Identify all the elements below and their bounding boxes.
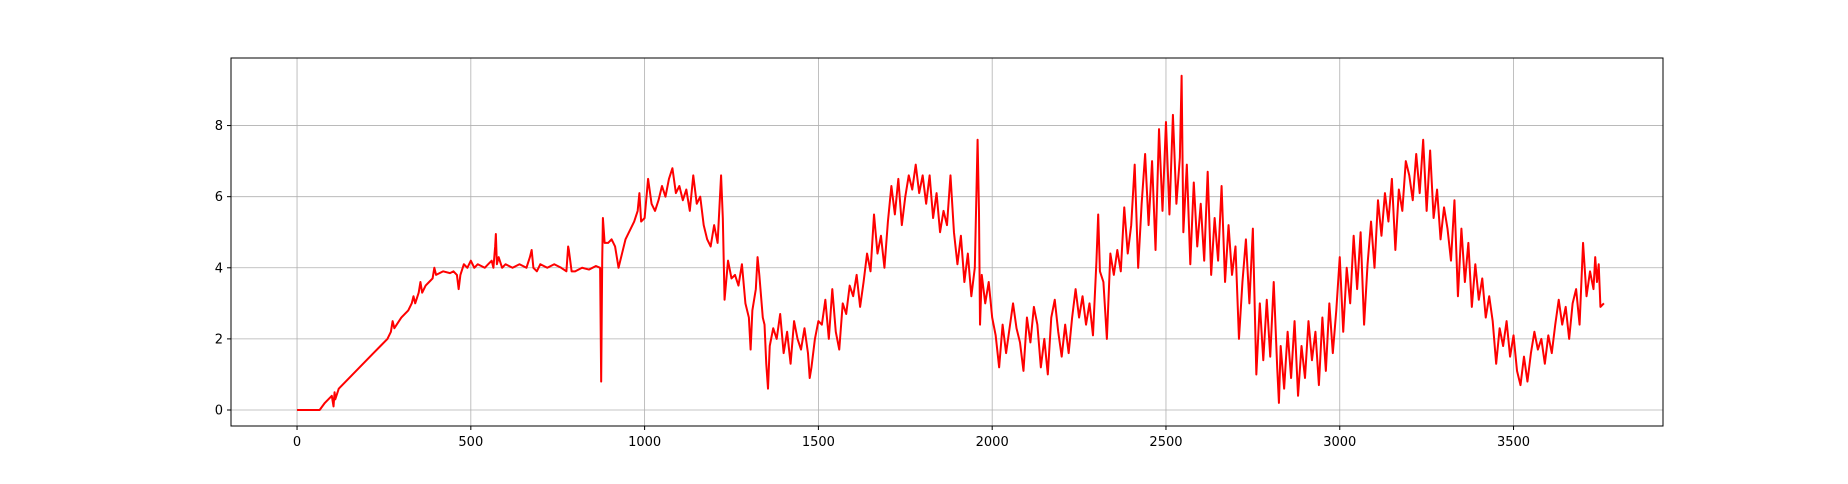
- x-tick-label: 2000: [976, 435, 1009, 450]
- x-tick-label: 2500: [1149, 435, 1182, 450]
- x-tick-label: 3000: [1323, 435, 1356, 450]
- x-tick-label: 3500: [1497, 435, 1530, 450]
- series-line-0: [297, 74, 1605, 411]
- y-tick-label: 4: [215, 261, 223, 276]
- y-tick-label: 8: [215, 119, 223, 134]
- x-tick-label: 1000: [628, 435, 661, 450]
- series-layer: [297, 74, 1605, 411]
- ticks: 0 500 1000 1500 2000 2500 3000 3500 0 2 4 6 8: [215, 119, 1530, 450]
- y-tick-label: 6: [215, 190, 223, 205]
- grid: [231, 58, 1663, 426]
- y-tick-label: 0: [215, 404, 223, 419]
- plot-frame: [230, 57, 1664, 427]
- x-tick-label: 1500: [802, 435, 835, 450]
- plot-background: [231, 58, 1663, 426]
- x-tick-label: 0: [293, 435, 301, 450]
- y-tick-label: 2: [215, 332, 223, 347]
- x-tick-label: 500: [458, 435, 483, 450]
